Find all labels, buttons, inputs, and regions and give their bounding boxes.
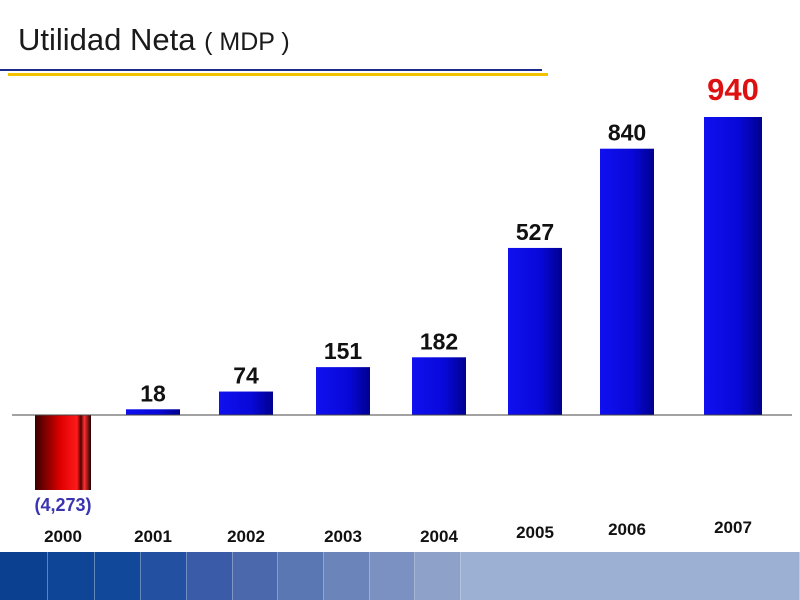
bar-2005 <box>508 247 562 415</box>
page-title: Utilidad Neta ( MDP ) <box>18 22 290 58</box>
footer-stripe-segment <box>48 552 95 600</box>
x-tick-2005: 2005 <box>516 523 554 542</box>
data-label-2002: 74 <box>233 363 259 389</box>
footer-stripe-segment <box>415 552 461 600</box>
bar-2007 <box>704 117 762 415</box>
footer-stripe-segment <box>141 552 187 600</box>
bar-2004 <box>412 357 466 415</box>
bar-2001 <box>126 409 180 415</box>
bar-2000 <box>35 415 91 490</box>
x-tick-2000: 2000 <box>44 527 82 546</box>
footer-stripe-segment <box>278 552 324 600</box>
title-underline-blue <box>0 69 542 71</box>
footer-stripe-segment <box>461 552 800 600</box>
footer-stripe-segment <box>0 552 48 600</box>
data-label-2007: 940 <box>707 72 759 107</box>
footer-stripe <box>0 552 800 600</box>
data-label-2003: 151 <box>324 338 363 364</box>
x-tick-2006: 2006 <box>608 520 646 539</box>
data-label-2000: (4,273) <box>34 495 91 515</box>
title-unit: ( MDP ) <box>204 28 290 56</box>
footer-stripe-segment <box>187 552 233 600</box>
data-label-2005: 527 <box>516 219 554 245</box>
bar-2006 <box>600 148 654 415</box>
footer-stripe-segment <box>370 552 415 600</box>
data-label-2004: 182 <box>420 328 458 354</box>
data-label-2006: 840 <box>608 120 646 146</box>
bar-2002 <box>219 391 273 415</box>
x-tick-2007: 2007 <box>714 518 752 537</box>
x-tick-2002: 2002 <box>227 527 265 546</box>
x-tick-2003: 2003 <box>324 527 362 546</box>
bar-2003 <box>316 367 370 415</box>
footer-stripe-segment <box>233 552 278 600</box>
footer-stripe-segment <box>324 552 370 600</box>
x-tick-2004: 2004 <box>420 527 458 546</box>
title-underline-yellow <box>8 73 548 76</box>
title-main: Utilidad Neta <box>18 22 196 57</box>
data-label-2001: 18 <box>140 380 166 406</box>
x-tick-2001: 2001 <box>134 527 172 546</box>
bar-chart: (4,273) 2000 18 2001 74 2002 151 2003 182 2004 527… <box>12 72 792 546</box>
footer-stripe-segment <box>95 552 141 600</box>
